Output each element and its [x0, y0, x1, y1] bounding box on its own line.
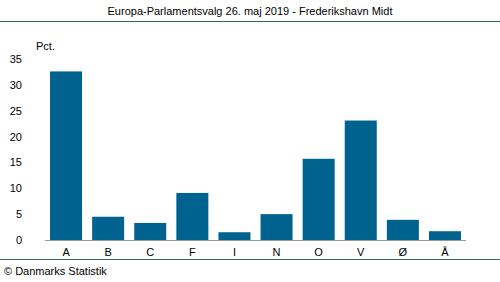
bar: [50, 71, 82, 240]
bar: [261, 214, 293, 240]
y-tick-label: 0: [16, 234, 22, 246]
bar: [134, 223, 166, 240]
y-axis-label: Pct.: [36, 40, 55, 52]
y-tick-label: 10: [10, 182, 22, 194]
source: © Danmarks Statistik: [4, 265, 107, 277]
bar: [176, 193, 208, 240]
y-tick-label: 20: [10, 131, 22, 143]
bar: [387, 220, 419, 240]
x-tick-label: Ø: [399, 246, 408, 258]
x-tick-label: I: [233, 246, 236, 258]
bar: [345, 121, 377, 240]
x-axis: [45, 240, 466, 241]
chart-container: Europa-Parlamentsvalg 26. maj 2019 - Fre…: [0, 0, 500, 282]
x-tick-label: Å: [441, 246, 449, 258]
title: Europa-Parlamentsvalg 26. maj 2019 - Fre…: [108, 5, 393, 17]
bar: [429, 231, 461, 240]
x-tick-label: V: [357, 246, 365, 258]
x-tick-label: F: [189, 246, 196, 258]
y-tick-label: 30: [10, 79, 22, 91]
y-tick-label: 35: [10, 53, 22, 65]
bar: [303, 159, 335, 240]
x-tick-label: O: [314, 246, 323, 258]
bar: [218, 232, 250, 240]
bar: [92, 217, 124, 240]
y-tick-label: 15: [10, 156, 22, 168]
footer-rule: [0, 259, 500, 260]
x-tick-label: N: [273, 246, 281, 258]
x-tick-label: C: [146, 246, 154, 258]
y-tick-label: 5: [16, 208, 22, 220]
x-tick-label: A: [62, 246, 70, 258]
chart-svg: Europa-Parlamentsvalg 26. maj 2019 - Fre…: [0, 0, 500, 282]
bars: [50, 71, 461, 240]
header-rule: [0, 21, 500, 22]
y-tick-label: 25: [10, 105, 22, 117]
x-tick-label: B: [104, 246, 111, 258]
